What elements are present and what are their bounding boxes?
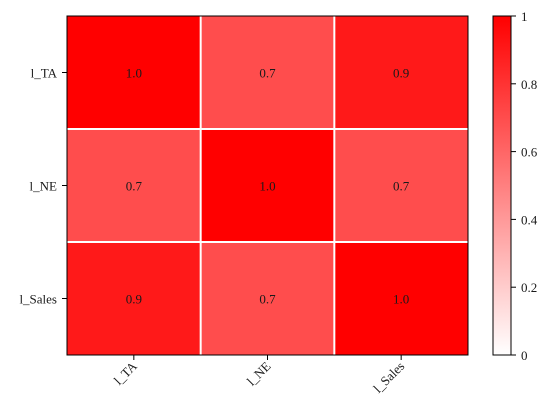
- cell-value-label: 1.0: [126, 66, 142, 81]
- heatmap-cell-l_Sales-l_TA: [67, 242, 201, 355]
- cell-value-label: 0.7: [393, 179, 410, 194]
- cell-value-label: 0.7: [259, 292, 276, 307]
- colorbar-gradient: [492, 15, 512, 356]
- colorbar-tick-label: 0.6: [521, 145, 538, 160]
- colorbar-tick-label: 1: [521, 9, 528, 24]
- colorbar-tick-label: 0.8: [521, 77, 537, 92]
- heatmap-cell-l_NE-l_NE: [200, 129, 335, 242]
- heatmap-cell-l_NE-l_Sales: [334, 129, 468, 242]
- y-axis: l_TA l_NE l_Sales: [19, 66, 67, 307]
- heatmap-grid: [67, 16, 468, 355]
- x-tick-label: l_TA: [111, 358, 141, 388]
- heatmap-cells: 1.0 0.7 0.9 0.7 1.0 0.7 0.9 0.7 1.0: [67, 16, 468, 355]
- colorbar-tick-label: 0.4: [521, 212, 538, 227]
- cell-value-label: 0.7: [259, 66, 276, 81]
- y-tick-label: l_NE: [30, 179, 58, 194]
- x-tick-label: l_NE: [244, 358, 274, 388]
- heatmap-cell-l_TA-l_TA: [67, 16, 201, 129]
- colorbar-tick-label: 0: [521, 348, 528, 363]
- heatmap-cell-l_NE-l_TA: [67, 129, 201, 242]
- cell-value-label: 0.9: [126, 292, 142, 307]
- heatmap-cell-l_Sales-l_NE: [200, 242, 335, 355]
- colorbar-tick-label: 0.2: [521, 280, 537, 295]
- heatmap-cell-l_Sales-l_Sales: [334, 242, 468, 355]
- heatmap-cell-l_TA-l_NE: [200, 16, 335, 129]
- cell-value-label: 1.0: [259, 179, 275, 194]
- cell-value-label: 0.9: [393, 66, 409, 81]
- cell-value-label: 0.7: [126, 179, 143, 194]
- x-tick-label: l_Sales: [370, 359, 407, 396]
- x-axis: l_TA l_NE l_Sales: [111, 355, 407, 396]
- heatmap-cell-l_TA-l_Sales: [334, 16, 468, 129]
- cell-value-label: 1.0: [393, 292, 409, 307]
- y-tick-label: l_TA: [31, 66, 58, 81]
- y-tick-label: l_Sales: [19, 292, 57, 307]
- colorbar: 0 0.2 0.4 0.6 0.8 1: [492, 9, 538, 363]
